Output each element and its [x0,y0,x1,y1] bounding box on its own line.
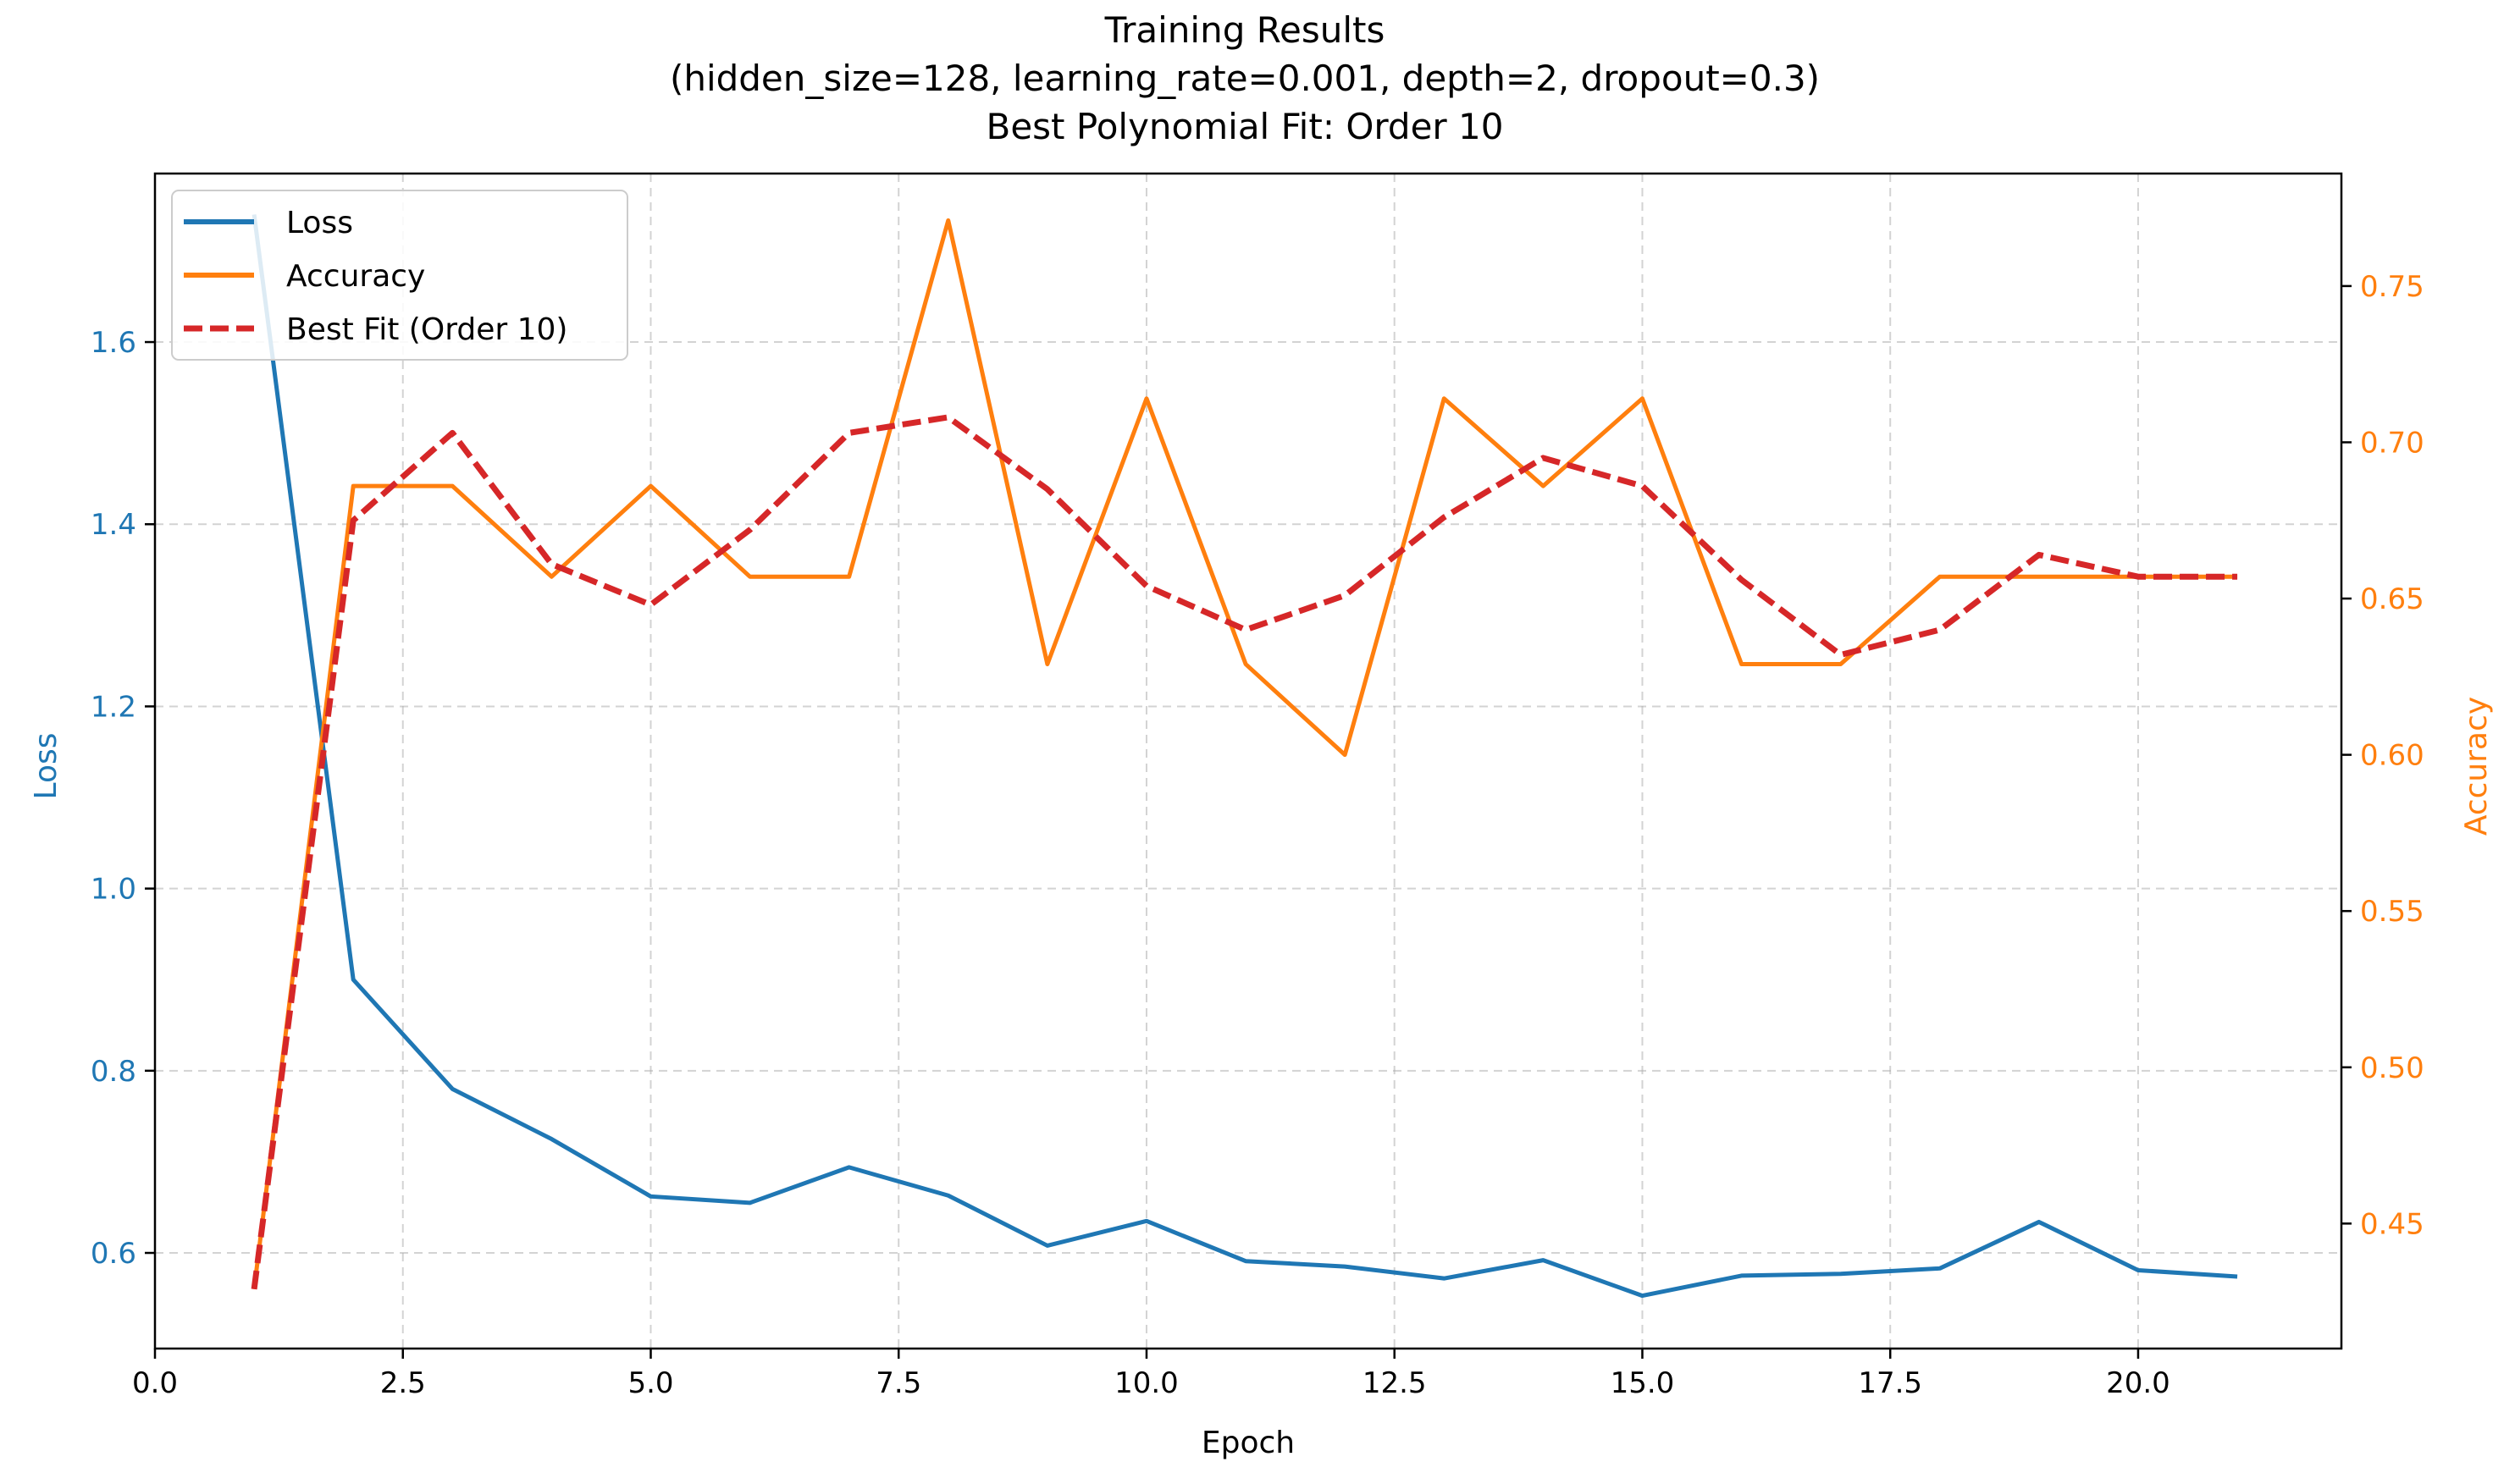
x-tick-label: 12.5 [1363,1366,1427,1400]
chart-title: Training Results [1104,9,1385,51]
x-tick-label: 5.0 [627,1366,673,1400]
accuracy-line [252,218,2238,1290]
y-axis-label-right: Accuracy [2459,697,2494,836]
y-left-tick-label: 1.0 [91,873,136,907]
legend-label-accuracy: Accuracy [286,259,425,294]
y-right-tick-label: 0.65 [2360,582,2424,616]
y-right-tick-label: 0.45 [2360,1207,2424,1241]
x-tick-label: 7.5 [876,1366,921,1400]
x-tick-label: 15.0 [1611,1366,1675,1400]
x-tick-label: 2.5 [380,1366,426,1400]
chart-subtitle-fit: Best Polynomial Fit: Order 10 [987,106,1504,147]
y-left-tick-label: 0.6 [91,1237,136,1271]
legend-label-best-fit: Best Fit (Order 10) [286,312,567,347]
legend: Loss Accuracy Best Fit (Order 10) [171,190,628,361]
loss-line [252,214,2238,1299]
axis-ticks: 0.0 2.5 5.0 7.5 10.0 12.5 15.0 17.5 20.0 0.6 0.8 1.… [91,270,2424,1400]
y-right-tick-label: 0.55 [2360,895,2424,929]
y-left-tick-label: 1.6 [91,326,136,360]
y-axis-label-left: Loss [29,733,64,800]
chart-subtitle: (hidden_size=128, learning_rate=0.001, d… [670,58,1820,99]
y-right-tick-label: 0.70 [2360,426,2424,460]
y-right-tick-label: 0.60 [2360,739,2424,773]
y-right-tick-label: 0.75 [2360,270,2424,304]
x-tick-label: 0.0 [132,1366,178,1400]
y-right-tick-label: 0.50 [2360,1051,2424,1085]
series-layer [251,214,2238,1299]
x-tick-label: 10.0 [1114,1366,1179,1400]
x-axis-label: Epoch [1202,1426,1295,1460]
y-left-tick-label: 1.4 [91,508,136,542]
plot-frame [153,172,2343,1350]
y-left-tick-label: 1.2 [91,690,136,724]
legend-label-loss: Loss [286,206,353,240]
x-tick-label: 17.5 [1858,1366,1922,1400]
x-tick-label: 20.0 [2106,1366,2170,1400]
y-left-tick-label: 0.8 [91,1055,136,1089]
legend-box [171,190,628,361]
best-fit-line [251,414,2238,1290]
